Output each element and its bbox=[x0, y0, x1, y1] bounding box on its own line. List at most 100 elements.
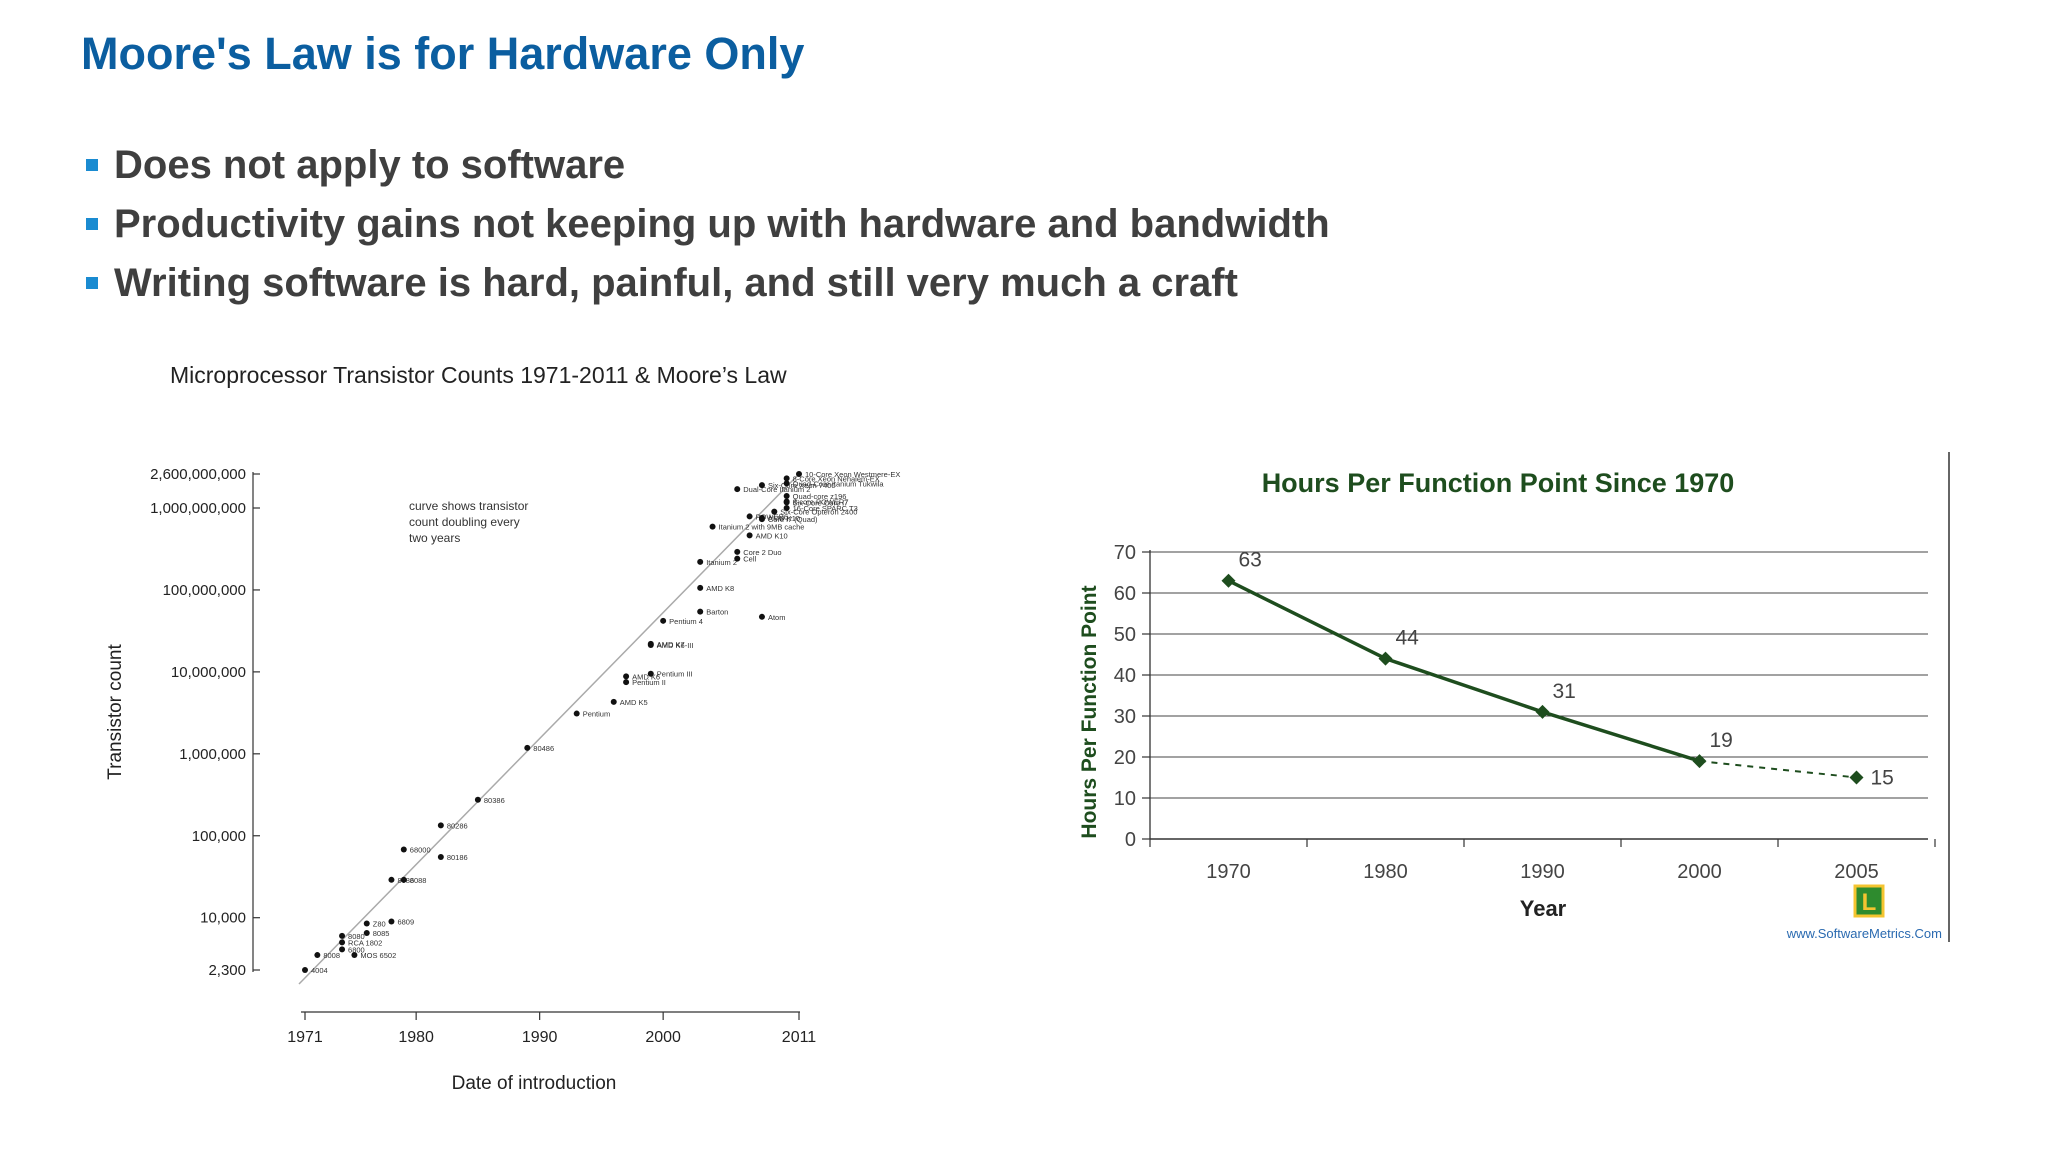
point-marker bbox=[783, 505, 790, 512]
point-marker bbox=[734, 486, 741, 493]
point-label: Barton bbox=[706, 608, 728, 617]
point-label: Pentium III bbox=[657, 670, 693, 679]
data-point: RCA 1802 bbox=[339, 938, 382, 947]
x-tick-label: 1971 bbox=[287, 1029, 323, 1046]
point-label: 6809 bbox=[397, 917, 414, 926]
data-point: AMD K10 bbox=[758, 514, 800, 523]
series-segment bbox=[1227, 579, 1387, 661]
hours-per-function-point-chart: Hours Per Function Point Since 1970 Hour… bbox=[1060, 452, 1980, 952]
square-bullet-icon bbox=[86, 218, 98, 230]
diamond-marker bbox=[1535, 704, 1550, 719]
point-label: AMD K5 bbox=[620, 698, 648, 707]
data-point: 80186 bbox=[437, 853, 468, 862]
point-label: AMD K6-III bbox=[657, 641, 694, 650]
point-marker bbox=[623, 673, 630, 680]
data-label: 44 bbox=[1396, 627, 1420, 650]
series-segment bbox=[1541, 710, 1701, 763]
point-label: Z80 bbox=[373, 919, 386, 928]
point-label: AMD K7 bbox=[657, 640, 685, 649]
data-point: Dual-Core Itanium 2 bbox=[734, 485, 810, 494]
point-marker bbox=[796, 471, 802, 477]
point-label: Core 2 Duo bbox=[743, 548, 781, 557]
point-marker bbox=[647, 670, 654, 677]
data-point: MOS 6502 bbox=[351, 951, 396, 960]
chart-title: Microprocessor Transistor Counts 1971-20… bbox=[170, 362, 787, 388]
data-point: AMD K8 bbox=[697, 584, 734, 593]
diamond-marker bbox=[1221, 573, 1236, 588]
point-label: 68000 bbox=[410, 845, 431, 854]
y-tick-label: 10,000,000 bbox=[171, 664, 246, 681]
point-marker bbox=[771, 508, 778, 515]
data-point: Pentium 4 bbox=[660, 617, 703, 626]
x-tick-label: 2000 bbox=[645, 1029, 681, 1046]
bullet-item: Does not apply to software bbox=[86, 136, 1330, 195]
point-marker bbox=[783, 493, 790, 500]
data-point: Quad-core z196 bbox=[783, 492, 847, 501]
data-point: 8-Core Xeon Nehalem-EX bbox=[783, 474, 880, 483]
point-label: Six-Core Opteron 2400 bbox=[780, 508, 857, 517]
point-marker bbox=[746, 532, 753, 539]
point-label: Itanium 2 bbox=[706, 558, 737, 567]
y-axis-label: Hours Per Function Point bbox=[1078, 585, 1101, 838]
y-tick-label: 40 bbox=[1114, 665, 1136, 687]
point-marker bbox=[573, 710, 580, 717]
point-label: 4004 bbox=[311, 966, 328, 975]
data-label: 19 bbox=[1710, 729, 1733, 752]
x-tick-label: 1990 bbox=[1520, 861, 1565, 883]
y-tick-label: 60 bbox=[1114, 583, 1136, 605]
point-label: Quad-core z196 bbox=[793, 492, 847, 501]
gridlines: 0 10 20 30 40 50 60 70 bbox=[1114, 542, 1928, 851]
x-axis-label: Year bbox=[1520, 896, 1567, 921]
y-tick-label: 1,000,000 bbox=[179, 746, 246, 763]
data-point: AMD K6 bbox=[623, 672, 660, 681]
data-point: 8080 bbox=[339, 932, 365, 941]
point-label: Six-Core Core i7 bbox=[793, 498, 848, 507]
data-point: AMD K5 bbox=[610, 698, 648, 707]
y-tick-label: 30 bbox=[1114, 706, 1136, 728]
point-marker bbox=[437, 854, 444, 861]
data-point: Six-Core Xeon 7400 bbox=[758, 481, 836, 490]
bullet-item: Writing software is hard, painful, and s… bbox=[86, 254, 1330, 313]
diamond-marker bbox=[1692, 754, 1707, 769]
data-label: 15 bbox=[1871, 767, 1894, 790]
point-label: Pentium bbox=[583, 710, 611, 719]
point-marker bbox=[302, 967, 308, 973]
point-label: 10-Core Xeon Westmere-EX bbox=[805, 470, 900, 479]
x-tick-label: 1990 bbox=[522, 1029, 558, 1046]
data-label: 31 bbox=[1553, 680, 1576, 703]
bullet-item: Productivity gains not keeping up with h… bbox=[86, 195, 1330, 254]
point-label: AMD K10 bbox=[756, 531, 788, 540]
point-marker bbox=[734, 555, 741, 562]
data-point: 31 bbox=[1535, 680, 1576, 719]
square-bullet-icon bbox=[86, 277, 98, 289]
point-marker bbox=[697, 584, 704, 591]
point-marker bbox=[437, 822, 444, 829]
x-ticks: 1970 1980 1990 2000 2005 bbox=[1149, 839, 1936, 883]
point-label: Six-Core Xeon 7400 bbox=[768, 481, 836, 490]
data-point: 80286 bbox=[437, 821, 468, 830]
chart-title: Hours Per Function Point Since 1970 bbox=[1262, 468, 1735, 498]
point-label: 8-core POWER7 bbox=[793, 498, 849, 507]
data-point: 8085 bbox=[363, 929, 389, 938]
point-marker bbox=[734, 548, 741, 555]
point-label: 80186 bbox=[447, 853, 468, 862]
point-marker bbox=[314, 952, 321, 959]
point-marker bbox=[758, 514, 765, 521]
annotation-line: two years bbox=[409, 531, 460, 545]
point-label: Cell bbox=[743, 555, 756, 564]
data-point: 8008 bbox=[314, 951, 340, 960]
point-marker bbox=[709, 523, 716, 530]
point-label: Core i7 (Quad) bbox=[768, 515, 818, 524]
data-point: 68000 bbox=[400, 845, 431, 854]
point-label: Dual-Core Itanium 2 bbox=[743, 485, 810, 494]
bullet-text: Does not apply to software bbox=[114, 143, 626, 187]
data-point: Pentium bbox=[573, 710, 611, 719]
data-point: 4004 bbox=[302, 966, 328, 975]
point-label: 80286 bbox=[447, 821, 468, 830]
data-point: 80386 bbox=[474, 796, 505, 805]
data-point: 8088 bbox=[400, 876, 426, 885]
y-ticks: 2,300 10,000 100,000 1,000,000 10,000,000 100… bbox=[150, 466, 260, 979]
point-label: Atom bbox=[768, 613, 786, 622]
y-tick-label: 10,000 bbox=[200, 910, 246, 927]
y-tick-label: 2,300 bbox=[208, 962, 246, 979]
